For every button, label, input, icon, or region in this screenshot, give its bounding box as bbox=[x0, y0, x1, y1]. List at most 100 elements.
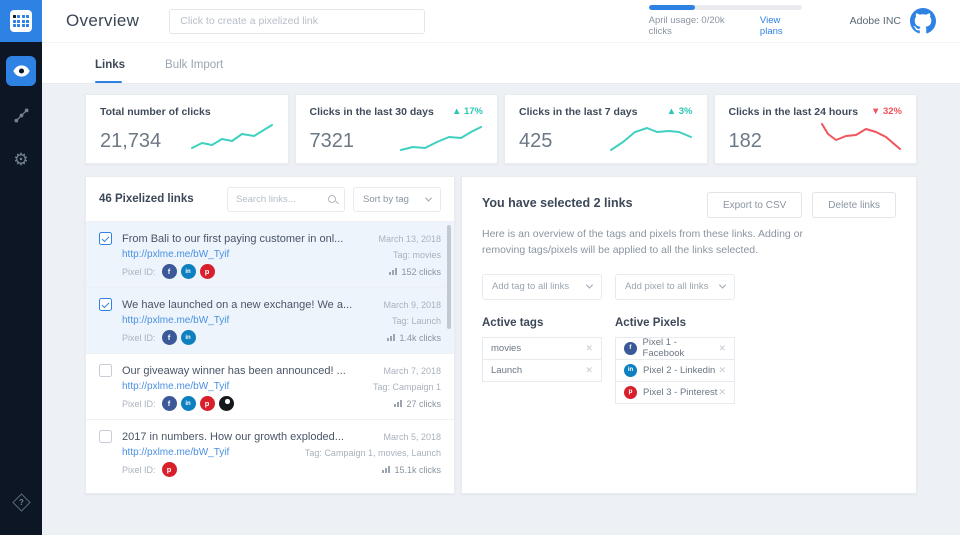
help-icon: ? bbox=[11, 492, 31, 512]
account-widget[interactable]: Adobe INC bbox=[850, 8, 936, 34]
remove-pixel-icon[interactable]: ✕ bbox=[718, 364, 726, 375]
links-panel: 46 Pixelized links Sort by tag From Bali bbox=[85, 176, 455, 494]
panels-row: 46 Pixelized links Sort by tag From Bali bbox=[85, 176, 917, 494]
active-tags-section: Active tags movies ✕ Launch ✕ bbox=[482, 317, 602, 404]
up-arrow-icon: ▲ bbox=[666, 106, 677, 117]
tab-bulk-import[interactable]: Bulk Import bbox=[165, 59, 224, 71]
clicks-chart-icon bbox=[382, 466, 391, 473]
sidebar-item-analytics[interactable] bbox=[6, 100, 36, 130]
link-url[interactable]: http://pxlme.me/bW_Tyif bbox=[122, 447, 230, 458]
link-list-item[interactable]: From Bali to our first paying customer i… bbox=[86, 221, 454, 287]
pixel-id-label: Pixel ID: bbox=[122, 332, 156, 343]
stat-label: Total number of clicks bbox=[100, 106, 211, 118]
search-box[interactable] bbox=[227, 186, 345, 212]
remove-tag-icon[interactable]: ✕ bbox=[585, 364, 593, 375]
stat-card-30-days: Clicks in the last 30 days ▲ 17% 7321 bbox=[294, 94, 498, 164]
selection-title: You have selected 2 links bbox=[482, 196, 633, 210]
account-name: Adobe INC bbox=[849, 15, 901, 27]
usage-label: April usage: 0/20k clicks bbox=[648, 15, 725, 37]
pixel-chip: Pixel 3 - Pinterest ✕ bbox=[615, 380, 735, 404]
other-pixel-icon bbox=[218, 396, 234, 411]
link-date: March 7, 2018 bbox=[383, 365, 441, 376]
stats-row: Total number of clicks 21,734 Clicks in … bbox=[85, 94, 917, 164]
clicks-count: 15.1k clicks bbox=[394, 464, 441, 475]
links-panel-title: Pixelized links bbox=[115, 193, 194, 205]
facebook-pixel-icon bbox=[161, 330, 177, 345]
sparkline-chart bbox=[821, 123, 901, 150]
stat-delta: ▲ 17% bbox=[451, 106, 483, 117]
pixel-chip: Pixel 1 - Facebook ✕ bbox=[615, 336, 735, 360]
link-checkbox[interactable] bbox=[99, 298, 112, 311]
search-input[interactable] bbox=[236, 193, 322, 205]
pixel-label: Pixel 3 - Pinterest bbox=[643, 386, 718, 398]
stat-card-7-days: Clicks in the last 7 days ▲ 3% 425 bbox=[504, 94, 708, 164]
clicks-count: 1.4k clicks bbox=[399, 332, 441, 343]
stat-delta: ▲ 3% bbox=[666, 106, 693, 117]
grid-logo-icon bbox=[10, 10, 32, 32]
up-arrow-icon: ▲ bbox=[451, 106, 462, 117]
list-scrollbar[interactable] bbox=[447, 225, 451, 329]
link-title: We have launched on a new exchange! We a… bbox=[122, 298, 353, 311]
export-csv-button[interactable]: Export to CSV bbox=[706, 192, 803, 218]
pinterest-pixel-icon bbox=[199, 264, 215, 279]
link-tag: Tag: movies bbox=[392, 249, 441, 260]
remove-pixel-icon[interactable]: ✕ bbox=[718, 386, 726, 397]
chevron-down-icon bbox=[585, 281, 594, 289]
trend-scatter-icon bbox=[13, 107, 29, 123]
active-pixels-section: Active Pixels Pixel 1 - Facebook ✕ Pixel… bbox=[615, 317, 735, 404]
gear-icon: ⚙ bbox=[13, 149, 29, 169]
stat-label: Clicks in the last 7 days bbox=[519, 106, 638, 118]
tab-links[interactable]: Links bbox=[95, 59, 125, 83]
add-pixel-dropdown[interactable]: Add pixel to all links bbox=[615, 273, 735, 300]
sparkline-chart bbox=[190, 124, 273, 149]
avatar[interactable] bbox=[910, 8, 936, 34]
delete-links-button[interactable]: Delete links bbox=[812, 192, 896, 218]
link-url[interactable]: http://pxlme.me/bW_Tyif bbox=[122, 381, 230, 392]
link-date: March 9, 2018 bbox=[383, 299, 441, 310]
linkedin-pixel-icon bbox=[180, 330, 196, 345]
stat-value: 7321 bbox=[309, 130, 355, 152]
link-url[interactable]: http://pxlme.me/bW_Tyif bbox=[122, 249, 230, 260]
link-tag: Tag: Campaign 1 bbox=[372, 381, 441, 392]
selection-description: Here is an overview of the tags and pixe… bbox=[482, 228, 803, 257]
usage-progress-track bbox=[648, 5, 802, 10]
add-tag-dropdown[interactable]: Add tag to all links bbox=[482, 273, 602, 300]
sidebar-item-help[interactable]: ? bbox=[6, 487, 36, 517]
sort-by-tag-dropdown[interactable]: Sort by tag bbox=[353, 186, 441, 212]
link-checkbox[interactable] bbox=[99, 364, 112, 377]
clicks-chart-icon bbox=[389, 268, 398, 275]
stat-delta: ▼ 32% bbox=[870, 106, 902, 117]
facebook-pixel-icon bbox=[161, 396, 177, 411]
link-list-item[interactable]: Our giveaway winner has been announced! … bbox=[86, 353, 454, 419]
chevron-down-icon bbox=[718, 281, 727, 289]
link-date: March 13, 2018 bbox=[378, 233, 441, 244]
create-link-input[interactable] bbox=[169, 8, 426, 34]
remove-tag-icon[interactable]: ✕ bbox=[585, 342, 593, 353]
facebook-pixel-icon bbox=[161, 264, 177, 279]
stat-value: 425 bbox=[519, 130, 553, 152]
link-url[interactable]: http://pxlme.me/bW_Tyif bbox=[122, 315, 230, 326]
link-list-item[interactable]: 2017 in numbers. How our growth exploded… bbox=[86, 419, 454, 485]
link-tag: Tag: Launch bbox=[391, 315, 441, 326]
sparkline-chart bbox=[609, 127, 692, 151]
link-list-item[interactable]: We have launched on a new exchange! We a… bbox=[86, 287, 454, 353]
sparkline-chart bbox=[400, 126, 482, 151]
stat-card-24-hours: Clicks in the last 24 hours ▼ 32% 182 bbox=[713, 94, 917, 164]
app-logo[interactable] bbox=[0, 0, 42, 42]
linkedin-pixel-icon bbox=[624, 363, 637, 377]
active-tags-heading: Active tags bbox=[482, 316, 544, 329]
pixel-label: Pixel 2 - Linkedin bbox=[643, 364, 716, 376]
tag-chip: Launch ✕ bbox=[482, 358, 602, 382]
clicks-count: 27 clicks bbox=[406, 398, 441, 409]
link-date: March 5, 2018 bbox=[383, 431, 441, 442]
link-checkbox[interactable] bbox=[99, 430, 112, 443]
link-checkbox[interactable] bbox=[99, 232, 112, 245]
sidebar-item-overview[interactable] bbox=[6, 56, 36, 86]
search-icon bbox=[328, 195, 336, 203]
view-plans-link[interactable]: View plans bbox=[759, 15, 783, 37]
remove-pixel-icon[interactable]: ✕ bbox=[718, 342, 726, 353]
page-title: Overview bbox=[66, 11, 140, 30]
clicks-count: 152 clicks bbox=[401, 266, 441, 277]
sidebar-item-settings[interactable]: ⚙ bbox=[6, 144, 36, 174]
tab-bar: Links Bulk Import bbox=[42, 42, 960, 84]
